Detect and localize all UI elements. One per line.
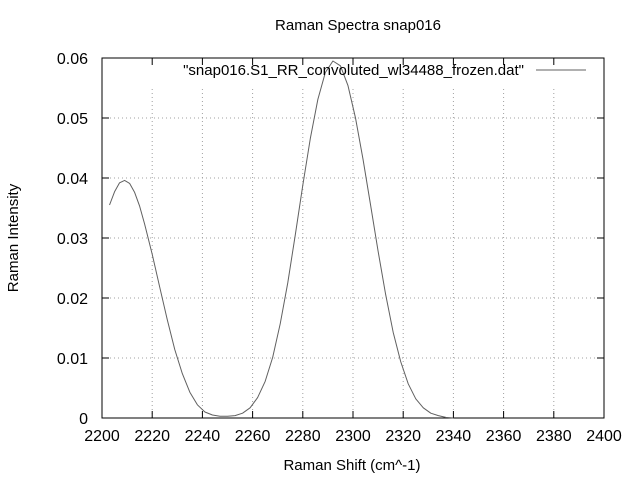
x-tick-label: 2400 — [586, 428, 622, 445]
y-tick-label: 0.03 — [57, 231, 88, 248]
x-tick-label: 2300 — [335, 428, 371, 445]
y-tick-label: 0 — [79, 411, 88, 428]
x-tick-label: 2320 — [385, 428, 421, 445]
x-tick-label: 2240 — [185, 428, 221, 445]
y-tick-label: 0.01 — [57, 351, 88, 368]
x-tick-label: 2380 — [536, 428, 572, 445]
y-tick-label: 0.02 — [57, 291, 88, 308]
chart-title: Raman Spectra snap016 — [275, 17, 441, 34]
x-tick-label: 2220 — [134, 428, 170, 445]
x-tick-label: 2200 — [84, 428, 120, 445]
y-tick-label: 0.05 — [57, 111, 88, 128]
axis-ticks: 2200 2220 2240 2260 2280 2300 2320 2340 2360 2380… — [57, 51, 622, 445]
x-axis-title: Raman Shift (cm^-1) — [283, 457, 420, 474]
series-layer — [109, 60, 454, 419]
y-tick-label: 0.06 — [57, 51, 88, 68]
x-tick-label: 2280 — [285, 428, 321, 445]
series-line-0 — [109, 60, 454, 419]
x-tick-label: 2360 — [486, 428, 522, 445]
legend: "snap016.S1_RR_convoluted_wl34488_frozen… — [183, 62, 586, 79]
grid-lines — [102, 88, 604, 418]
y-tick-label: 0.04 — [57, 171, 88, 188]
x-tick-label: 2260 — [235, 428, 271, 445]
x-tick-label: 2340 — [436, 428, 472, 445]
y-axis-title: Raman Intensity — [5, 183, 22, 292]
legend-label: "snap016.S1_RR_convoluted_wl34488_frozen… — [183, 62, 524, 79]
